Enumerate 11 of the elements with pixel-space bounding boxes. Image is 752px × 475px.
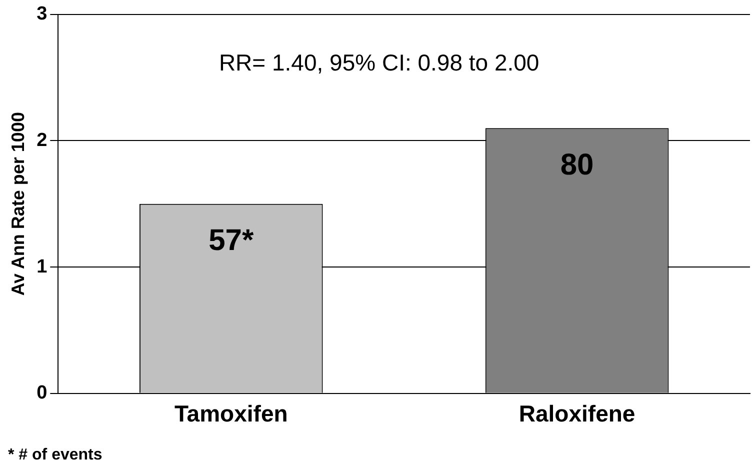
y-tick-label: 1 [36,256,48,278]
annotation: 57* [208,224,254,258]
y-tick-label: 0 [36,382,48,404]
y-tick-label: 3 [36,4,48,25]
x-tick-label: Tamoxifen [174,400,288,427]
y-axis-title: Av Ann Rate per 1000 [8,112,28,296]
text: * # of events [8,446,102,464]
y-tick-label: 2 [36,130,48,151]
x-tick-label: Raloxifene [518,400,636,427]
annotation: RR= 1.40, 95% CI: 0.98 to 2.00 [218,50,540,76]
annotation: 80 [560,148,594,182]
